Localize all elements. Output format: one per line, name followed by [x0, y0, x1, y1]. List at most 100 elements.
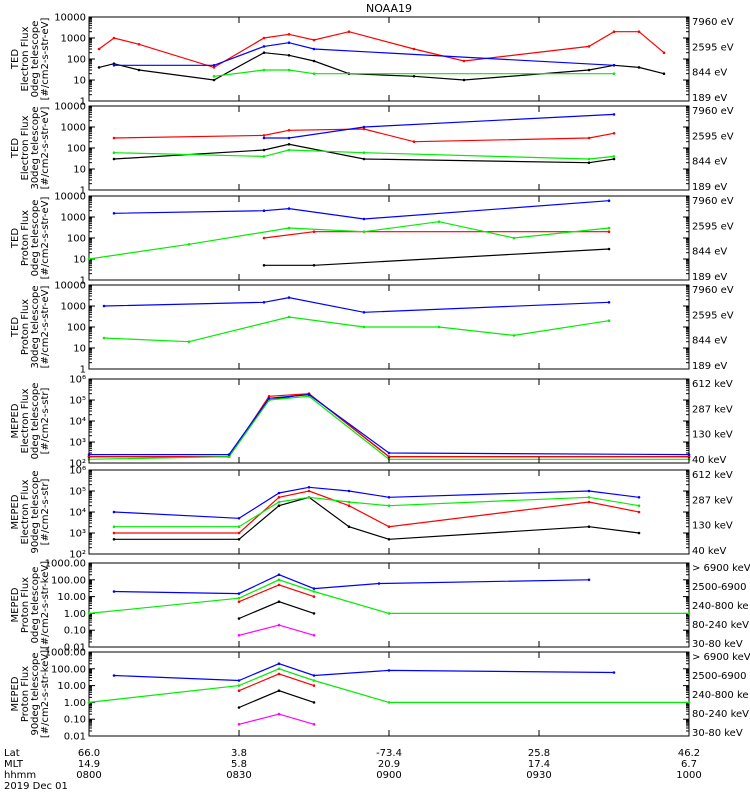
y-tick-label: 10² [69, 459, 86, 470]
legend-entry: 844 eV [692, 247, 727, 258]
y-axis-label-line: Proton Flux [20, 299, 31, 355]
y-tick-label: 1.00 [64, 609, 86, 620]
data-point [137, 43, 141, 46]
data-point [347, 489, 351, 493]
data-point [387, 669, 391, 672]
y-axis-label-line: 0deg telescope [30, 567, 41, 644]
series-blue [113, 574, 590, 595]
data-point [307, 496, 311, 499]
data-point [212, 75, 216, 78]
legend-entry: > 6900 keV [692, 652, 750, 663]
data-point [607, 230, 611, 233]
x-tick-label-hhmm: 0930 [526, 770, 551, 781]
data-point [277, 491, 281, 495]
data-point [287, 33, 291, 36]
data-point [637, 510, 641, 514]
data-point [112, 525, 116, 528]
data-point [112, 151, 116, 154]
data-point [112, 590, 116, 593]
data-point [277, 623, 281, 627]
series-blue [113, 486, 640, 519]
y-tick-label: 1 [80, 365, 86, 376]
data-point [362, 125, 366, 129]
data-point [312, 634, 316, 637]
data-point [387, 612, 391, 615]
data-point [412, 75, 416, 78]
series-red [114, 490, 640, 534]
data-point [277, 712, 281, 716]
series-blue [113, 663, 615, 682]
data-point [312, 590, 316, 593]
data-point [687, 455, 691, 459]
data-point [187, 340, 191, 344]
data-point [312, 72, 316, 75]
y-axis-label-line: 0deg telescope [30, 200, 41, 277]
y-tick-label: 10.00 [57, 592, 86, 603]
y-axis-label-line: MEPED [10, 676, 21, 711]
legend-entry: 612 keV [692, 470, 733, 481]
data-point [112, 36, 116, 40]
series-green [114, 496, 640, 528]
y-axis-label-line: MEPED [10, 587, 21, 622]
data-point [437, 220, 441, 223]
data-point [262, 301, 266, 304]
data-point [277, 578, 281, 582]
x-row-label-hhmm: hhmm [4, 770, 36, 781]
y-tick-label: 10 [73, 255, 86, 266]
data-point [287, 315, 291, 319]
series-green [88, 668, 689, 704]
data-point [277, 689, 281, 692]
series-black [98, 52, 665, 81]
y-tick-label: 1000.00 [45, 648, 86, 659]
legend-entry: 2595 eV [692, 131, 734, 142]
y-tick-label: 100.00 [51, 575, 86, 586]
data-point [612, 113, 616, 116]
panel-frame [88, 651, 690, 737]
data-point [262, 136, 266, 140]
data-point [212, 78, 216, 82]
data-point [112, 157, 116, 161]
data-point [607, 226, 611, 230]
y-tick-label: 10² [69, 550, 86, 561]
y-tick-label: 0.10 [64, 715, 86, 726]
data-point [637, 531, 641, 535]
data-point [612, 157, 616, 161]
data-point [312, 59, 316, 63]
y-tick-label: 1000.00 [45, 559, 86, 570]
data-point [462, 59, 466, 63]
data-point [462, 78, 466, 82]
legend-entry: 240-800 ke [692, 601, 749, 612]
x-tick-label-hhmm: 0800 [76, 770, 101, 781]
y-axis-label-line: [#/cm2-s-str-keV] [40, 561, 51, 649]
data-point [112, 212, 116, 215]
y-axis-label-line: TED [10, 49, 21, 70]
series-blue [103, 296, 610, 313]
y-axis-label-line: Electron Flux [20, 388, 31, 453]
data-point [237, 689, 241, 692]
y-tick-label: 10000 [54, 102, 86, 113]
y-tick-label: 10.00 [57, 681, 86, 692]
series-red [98, 31, 665, 69]
x-row-label-lat: Lat [4, 748, 20, 759]
y-axis-label: TED Electron Flux 30deg telescope [#/cm2-s-… [10, 106, 51, 189]
data-point [87, 453, 91, 456]
data-point [637, 66, 641, 69]
data-point [587, 136, 591, 140]
y-axis-label-line: [#/cm2-s-str-eV] [40, 286, 51, 369]
y-tick-label: 1.00 [64, 698, 86, 709]
series-black [264, 248, 610, 266]
data-point [362, 151, 366, 154]
y-tick-label: 1000 [61, 123, 86, 134]
legend-entry: 7960 eV [692, 285, 734, 296]
data-point [387, 455, 391, 459]
data-point [237, 600, 241, 603]
data-point [512, 334, 516, 337]
x-tick-label-lat: 3.8 [231, 748, 247, 759]
data-point [187, 243, 191, 246]
data-point [587, 525, 591, 528]
data-point [612, 671, 616, 674]
y-tick-label: 10⁴ [69, 417, 86, 428]
